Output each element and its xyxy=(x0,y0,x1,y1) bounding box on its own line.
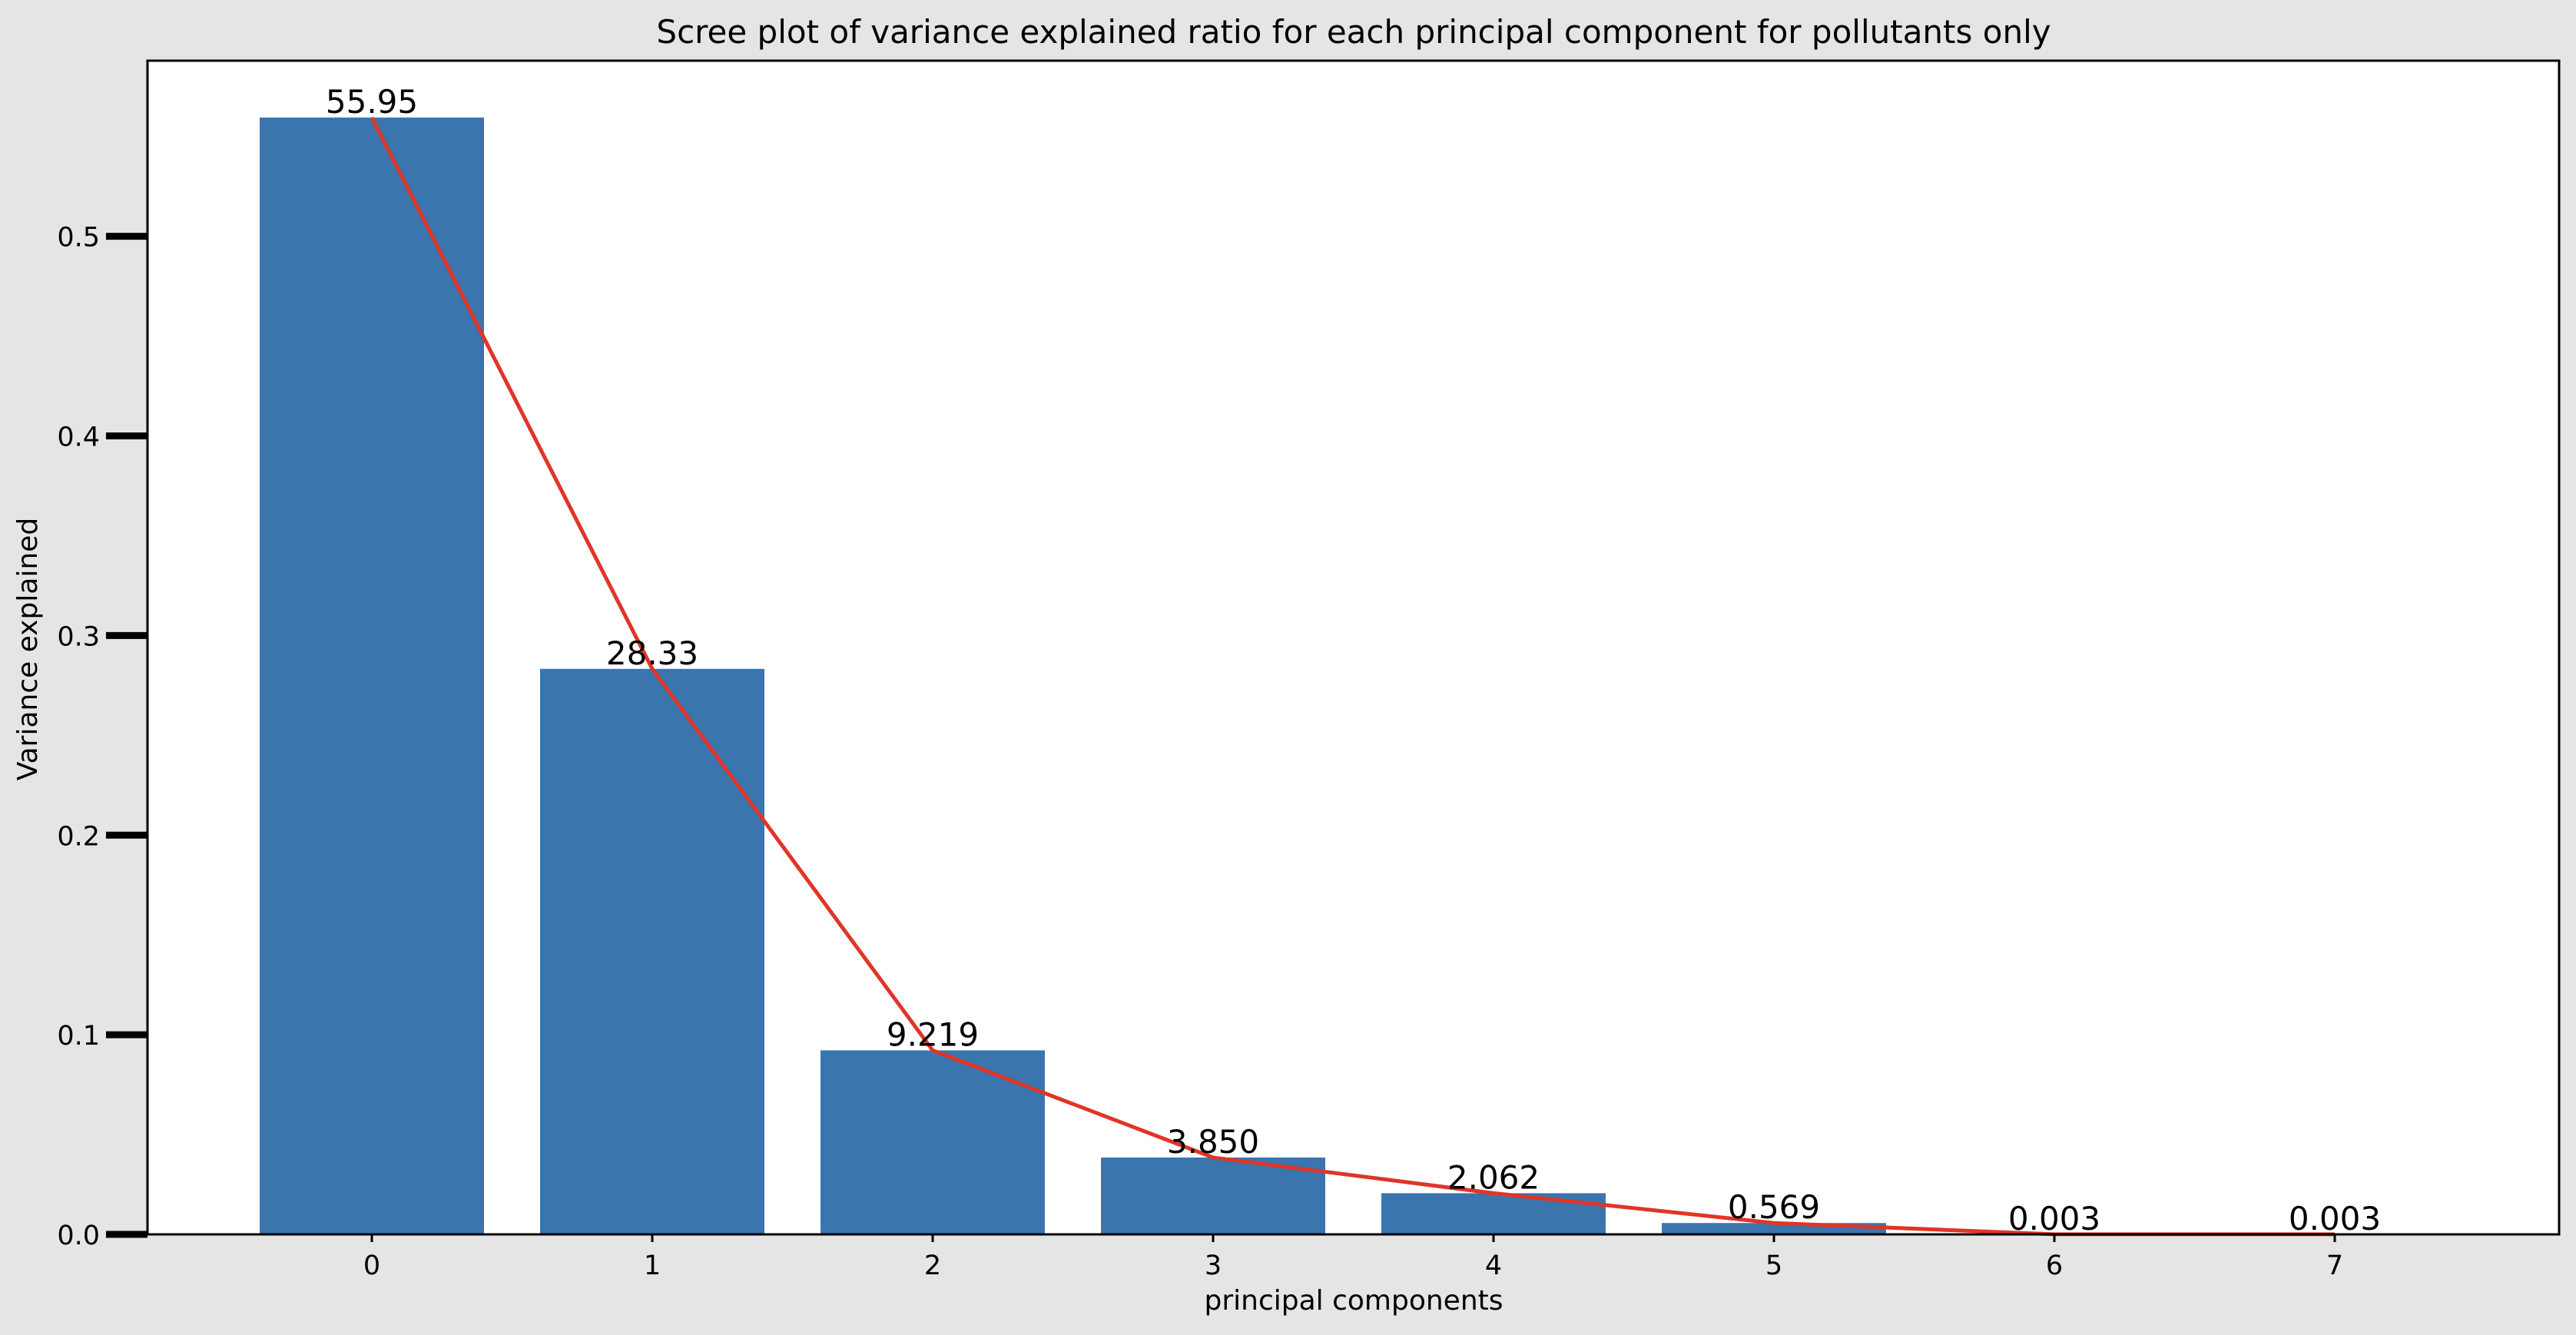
bar-pc-3 xyxy=(1101,1157,1325,1234)
y-axis-label: Variance explained xyxy=(12,518,44,781)
x-tick-label-6: 6 xyxy=(2046,1251,2063,1281)
bar-pc-4 xyxy=(1381,1193,1606,1234)
bar-value-label-3: 3.850 xyxy=(1167,1123,1259,1161)
bar-pc-0 xyxy=(260,118,484,1234)
bar-value-label-7: 0.003 xyxy=(2289,1200,2381,1237)
y-tick-label-0.0: 0.0 xyxy=(57,1221,100,1251)
bar-value-label-5: 0.569 xyxy=(1728,1188,1820,1226)
x-tick-label-7: 7 xyxy=(2326,1251,2343,1281)
bar-pc-2 xyxy=(821,1050,1045,1234)
bar-value-label-2: 9.219 xyxy=(887,1015,979,1053)
bar-pc-1 xyxy=(540,668,764,1234)
x-tick-label-4: 4 xyxy=(1485,1251,1502,1281)
bar-value-label-6: 0.003 xyxy=(2008,1200,2100,1237)
y-tick-label-0.3: 0.3 xyxy=(57,621,100,652)
x-axis-label: principal components xyxy=(1204,1285,1503,1317)
y-tick-label-0.4: 0.4 xyxy=(57,422,100,453)
y-axis-ticks: 0.0 0.1 0.2 0.3 0.4 0.5 xyxy=(57,223,148,1251)
y-tick-label-0.5: 0.5 xyxy=(57,223,100,253)
bar-value-labels-layer: 55.95 28.33 9.219 3.850 2.062 0.569 0.003 0.003 xyxy=(326,83,2381,1237)
bar-value-label-1: 28.33 xyxy=(606,634,698,672)
x-tick-label-2: 2 xyxy=(924,1251,941,1281)
x-tick-label-5: 5 xyxy=(1765,1251,1782,1281)
bars-layer xyxy=(260,118,2447,1234)
plot-frame xyxy=(146,59,2561,1236)
x-tick-label-1: 1 xyxy=(644,1251,661,1281)
bar-value-label-0: 55.95 xyxy=(326,83,418,121)
variance-line-layer xyxy=(370,116,2335,1237)
x-tick-label-0: 0 xyxy=(363,1251,380,1281)
y-tick-label-0.2: 0.2 xyxy=(57,821,100,852)
x-tick-label-3: 3 xyxy=(1205,1251,1222,1281)
chart-title: Scree plot of variance explained ratio f… xyxy=(656,13,2051,51)
bar-value-label-4: 2.062 xyxy=(1447,1158,1540,1196)
variance-line xyxy=(370,116,2335,1237)
y-tick-label-0.1: 0.1 xyxy=(57,1021,100,1052)
x-axis-ticks: 0 1 2 3 4 5 6 7 xyxy=(363,1234,2343,1281)
plot-area xyxy=(148,61,2559,1234)
